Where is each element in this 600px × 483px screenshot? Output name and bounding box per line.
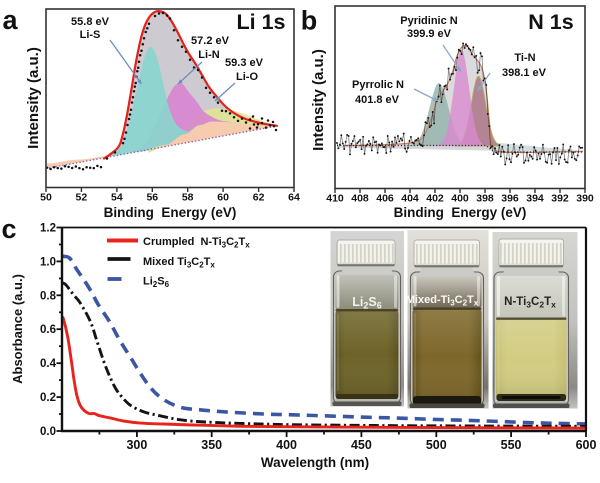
- svg-text:390: 390: [576, 193, 594, 205]
- svg-text:401.8 eV: 401.8 eV: [355, 94, 400, 106]
- svg-text:Intensity (a.u.): Intensity (a.u.): [25, 47, 42, 149]
- svg-text:a: a: [2, 5, 18, 35]
- svg-text:Intensity (a.u.): Intensity (a.u.): [310, 49, 327, 151]
- svg-text:50: 50: [40, 192, 52, 204]
- svg-text:392: 392: [551, 193, 569, 205]
- svg-text:Mixed Ti3C2Tx: Mixed Ti3C2Tx: [143, 256, 215, 270]
- svg-text:N-Ti3C2Tx: N-Ti3C2Tx: [504, 296, 556, 310]
- svg-text:600: 600: [576, 438, 597, 452]
- svg-text:1.2: 1.2: [40, 223, 56, 235]
- svg-text:52: 52: [76, 192, 88, 204]
- svg-text:Li2S6: Li2S6: [143, 276, 170, 290]
- svg-text:Pyridinic N: Pyridinic N: [400, 15, 458, 27]
- svg-text:408: 408: [351, 193, 369, 205]
- svg-text:Binding Energy (eV): Binding Energy (eV): [394, 205, 527, 220]
- svg-text:62: 62: [253, 192, 265, 204]
- svg-text:450: 450: [351, 438, 372, 452]
- svg-text:Absorbance (a.u.): Absorbance (a.u.): [10, 274, 25, 384]
- svg-text:Li-N: Li-N: [198, 49, 219, 61]
- svg-text:300: 300: [126, 438, 147, 452]
- svg-text:N 1s: N 1s: [528, 10, 573, 34]
- svg-text:Wavelength (nm): Wavelength (nm): [261, 455, 369, 470]
- svg-text:0.0: 0.0: [40, 426, 56, 438]
- svg-text:58: 58: [182, 192, 194, 204]
- svg-text:1.0: 1.0: [40, 256, 56, 268]
- svg-text:0.2: 0.2: [40, 392, 56, 404]
- svg-text:54: 54: [111, 192, 123, 204]
- svg-text:64: 64: [288, 192, 300, 204]
- svg-text:Li-S: Li-S: [80, 29, 101, 41]
- svg-text:550: 550: [501, 438, 522, 452]
- svg-text:404: 404: [401, 193, 419, 205]
- svg-text:350: 350: [201, 438, 222, 452]
- svg-text:Binding Energy (eV): Binding Energy (eV): [104, 205, 237, 220]
- svg-text:Li-O: Li-O: [236, 71, 258, 83]
- svg-text:406: 406: [376, 193, 394, 205]
- svg-text:Li2S6: Li2S6: [352, 295, 381, 311]
- svg-text:410: 410: [326, 193, 344, 205]
- svg-text:Li 1s: Li 1s: [237, 10, 286, 34]
- svg-text:0.6: 0.6: [40, 324, 56, 336]
- svg-text:59.3 eV: 59.3 eV: [225, 57, 264, 69]
- svg-text:c: c: [1, 214, 16, 244]
- svg-text:0.8: 0.8: [40, 290, 57, 302]
- svg-text:57.2 eV: 57.2 eV: [191, 35, 230, 47]
- svg-text:Pyrrolic N: Pyrrolic N: [352, 79, 404, 91]
- svg-text:56: 56: [146, 192, 158, 204]
- svg-text:Ti-N: Ti-N: [514, 52, 535, 64]
- svg-text:b: b: [301, 6, 318, 36]
- svg-text:55.8 eV: 55.8 eV: [71, 16, 110, 28]
- svg-text:402: 402: [426, 193, 444, 205]
- svg-text:399.9 eV: 399.9 eV: [407, 28, 452, 40]
- svg-text:400: 400: [276, 438, 297, 452]
- svg-text:Mixed-Ti3C2Tx: Mixed-Ti3C2Tx: [406, 294, 479, 308]
- svg-text:396: 396: [501, 193, 519, 205]
- svg-text:500: 500: [426, 438, 447, 452]
- svg-text:394: 394: [526, 193, 544, 205]
- svg-text:0.4: 0.4: [40, 358, 57, 370]
- svg-text:400: 400: [451, 193, 469, 205]
- svg-text:60: 60: [217, 192, 229, 204]
- svg-text:398.1 eV: 398.1 eV: [502, 67, 547, 79]
- svg-text:398: 398: [476, 193, 494, 205]
